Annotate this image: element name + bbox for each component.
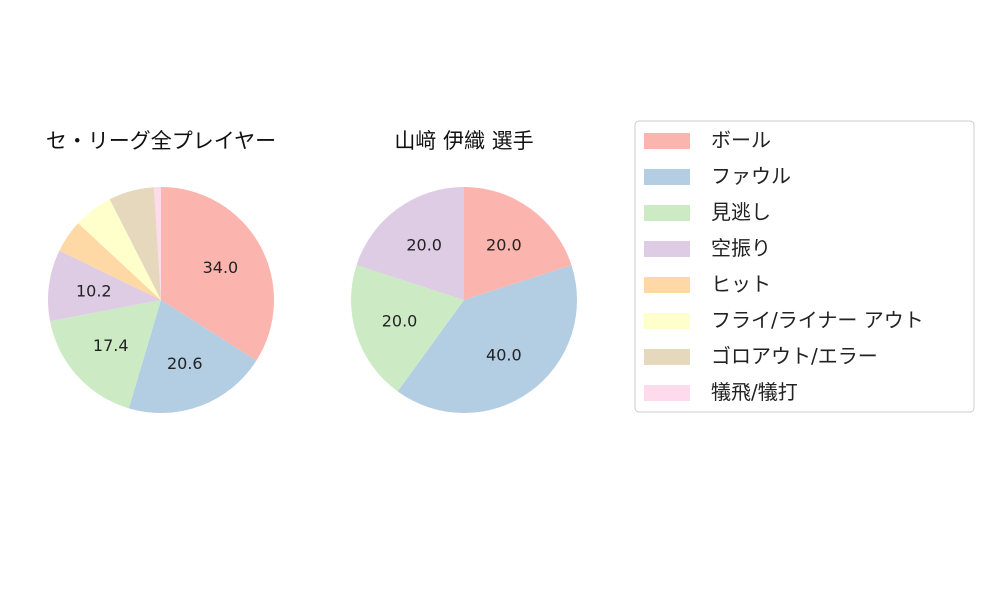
legend-label-3: 空振り	[711, 236, 771, 260]
legend-swatch-2	[644, 205, 690, 221]
pie-slice-player-2	[351, 265, 464, 392]
pie-slice-league-0	[161, 187, 274, 361]
legend-swatch-7	[644, 385, 690, 401]
legend-label-0: ボール	[711, 128, 771, 152]
pie-slice-league-7	[153, 187, 161, 300]
pie-slice-player-1	[397, 265, 577, 413]
pie-value-label-player-2: 20.0	[382, 311, 418, 330]
legend-swatch-0	[644, 133, 690, 149]
legend-label-1: ファウル	[711, 164, 791, 188]
legend-label-6: ゴロアウト/エラー	[711, 344, 878, 368]
pie-value-label-league-2: 17.4	[93, 336, 129, 355]
legend-swatch-5	[644, 313, 690, 329]
legend-label-2: 見逃し	[711, 200, 771, 224]
legend-swatch-3	[644, 241, 690, 257]
legend-label-5: フライ/ライナー アウト	[711, 308, 924, 332]
pie-value-label-player-3: 20.0	[406, 236, 442, 255]
legend-label-7: 犠飛/犠打	[711, 380, 798, 404]
pie-slice-league-4	[59, 223, 162, 300]
legend-frame	[634, 120, 975, 413]
pie-value-label-league-1: 20.6	[167, 354, 203, 373]
pie-slice-league-2	[50, 300, 161, 409]
legend-swatch-4	[644, 277, 690, 293]
pie-value-label-league-3: 10.2	[76, 282, 112, 301]
pie-slice-league-6	[109, 187, 161, 300]
pie-slice-league-3	[48, 250, 161, 322]
pie-slice-league-5	[78, 199, 161, 300]
pie-value-label-player-0: 20.0	[486, 236, 522, 255]
pie-chart-player: 山﨑 伊織 選手 20.0 40.0 20.0 20.0	[351, 129, 577, 413]
pie-title-player: 山﨑 伊織 選手	[394, 129, 533, 153]
pie-slice-player-3	[356, 187, 464, 300]
pie-slice-player-0	[464, 187, 572, 300]
legend-label-4: ヒット	[711, 272, 771, 296]
legend-swatch-1	[644, 169, 690, 185]
pie-value-label-player-1: 40.0	[486, 345, 522, 364]
pie-chart-league: セ・リーグ全プレイヤー 34.0 20.6 17.4 10.2	[46, 129, 276, 413]
pie-slice-league-1	[128, 300, 257, 413]
pie-title-league: セ・リーグ全プレイヤー	[46, 129, 276, 153]
pie-value-label-league-0: 34.0	[203, 258, 239, 277]
legend-swatch-6	[644, 349, 690, 365]
